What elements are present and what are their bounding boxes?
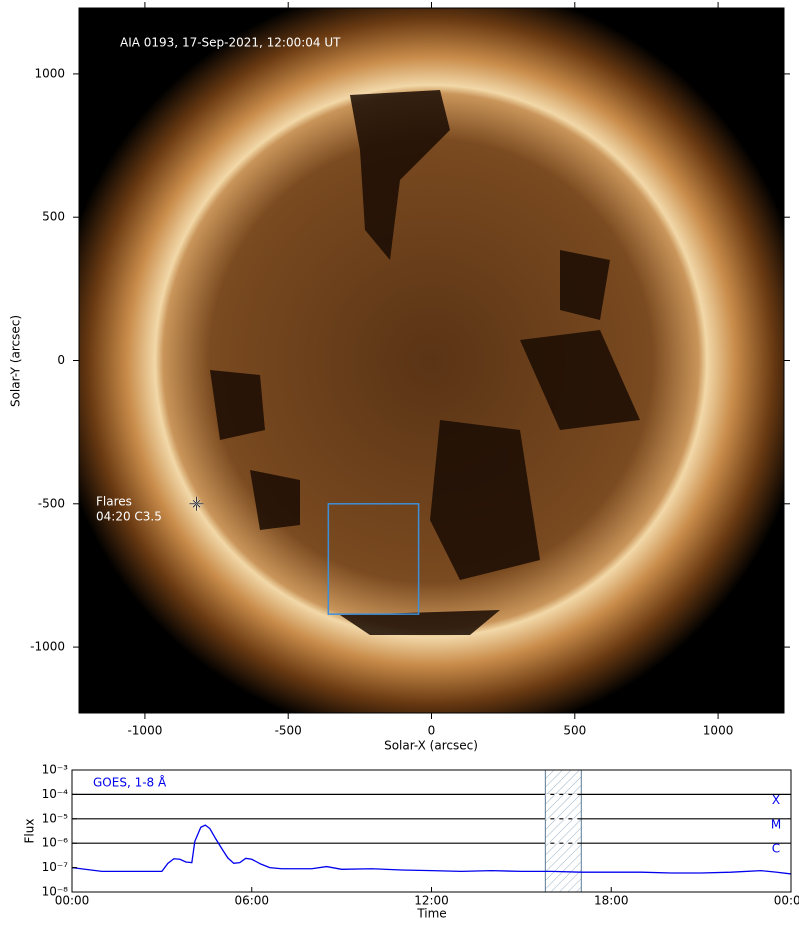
y-tick-label: -500	[38, 496, 65, 510]
x-tick-label: 06:00	[234, 894, 269, 908]
solar-image	[79, 8, 784, 713]
flare-marker	[189, 496, 204, 511]
y-tick-label: 10⁻⁶	[42, 836, 69, 850]
y-axis-label: Flux	[23, 819, 37, 844]
x-tick-label: 00:00	[774, 894, 799, 908]
threshold-label: X	[772, 793, 780, 807]
threshold-label: M	[771, 817, 781, 831]
flare-label: 04:20 C3.5	[96, 510, 162, 524]
y-tick-label: 10⁻⁴	[42, 787, 69, 801]
x-tick-label: 12:00	[414, 894, 449, 908]
y-tick-label: 10⁻⁷	[42, 860, 69, 874]
legend-label: GOES, 1-8 Å	[93, 775, 167, 790]
y-tick-label: 1000	[34, 66, 65, 80]
plot-frame	[71, 769, 792, 893]
flares-title: Flares	[96, 495, 132, 509]
threshold-label: C	[772, 842, 780, 856]
highlight-window	[544, 769, 582, 893]
y-tick-label: 10⁻⁸	[42, 885, 69, 899]
x-axis-label: Time	[416, 907, 446, 921]
x-tick-label: 18:00	[594, 894, 629, 908]
goes-plot-area	[72, 770, 791, 892]
y-tick-label: 500	[42, 210, 65, 224]
image-title: AIA 0193, 17-Sep-2021, 12:00:04 UT	[120, 36, 341, 50]
flux-line	[71, 824, 792, 875]
y-tick-label: -1000	[30, 640, 65, 654]
y-tick-label: 10⁻³	[42, 763, 69, 777]
x-axis-label: Solar-X (arcsec)	[384, 739, 478, 753]
y-axis-label: Solar-Y (arcsec)	[9, 315, 23, 407]
x-tick-label: -1000	[127, 724, 162, 738]
x-tick-label: -500	[275, 724, 302, 738]
y-tick-label: 0	[57, 353, 65, 367]
x-tick-label: 0	[428, 724, 436, 738]
region-box	[327, 503, 420, 615]
x-tick-label: 00:00	[55, 894, 90, 908]
flare-marker-stroke	[192, 499, 201, 508]
y-tick-label: 10⁻⁵	[42, 811, 69, 825]
x-tick-label: 1000	[703, 724, 734, 738]
x-tick-label: 500	[563, 724, 586, 738]
